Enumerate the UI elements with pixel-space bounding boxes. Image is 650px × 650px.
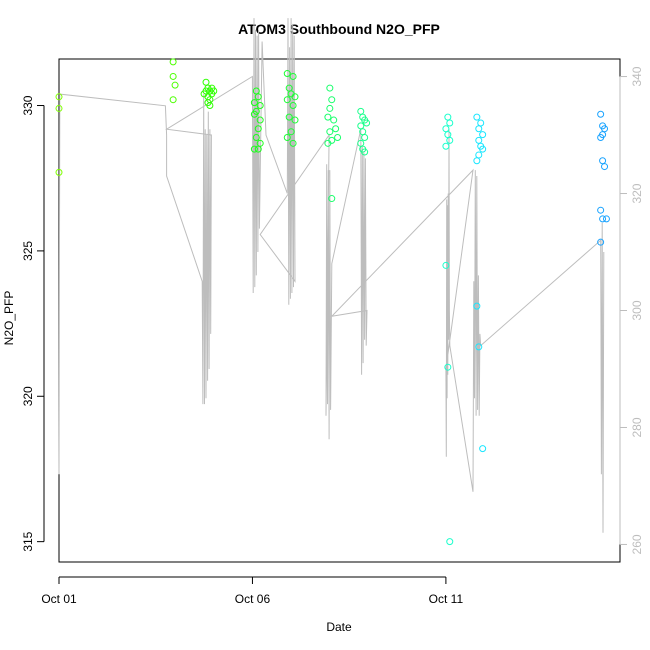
- data-point: [444, 131, 452, 139]
- data-point: [324, 139, 332, 147]
- right-axis: 260 280 300 320 340: [619, 66, 644, 554]
- data-point: [252, 134, 260, 142]
- data-point: [357, 122, 365, 130]
- data-point: [477, 119, 485, 127]
- data-point: [55, 104, 63, 112]
- data-point: [206, 102, 214, 110]
- data-point: [283, 70, 291, 78]
- data-point: [328, 195, 336, 203]
- data-point: [256, 116, 264, 124]
- data-point: [291, 93, 299, 101]
- data-point: [444, 113, 452, 121]
- data-point: [326, 84, 334, 92]
- data-point: [599, 157, 607, 165]
- data-point: [597, 238, 605, 246]
- data-point: [473, 113, 481, 121]
- x-axis-label: Date: [326, 620, 352, 634]
- data-point: [446, 136, 454, 144]
- data-point: [473, 302, 481, 310]
- data-point: [475, 343, 483, 351]
- x-axis: Oct 01 Oct 06 Oct 11: [41, 576, 464, 606]
- data-point: [254, 125, 262, 133]
- data-point: [250, 110, 258, 118]
- data-point: [597, 206, 605, 214]
- data-point: [55, 93, 63, 101]
- data-point: [283, 134, 291, 142]
- data-point: [250, 145, 258, 153]
- data-point: [210, 87, 218, 95]
- data-point: [287, 128, 295, 136]
- scatter-points: [55, 58, 610, 546]
- data-point: [55, 168, 63, 176]
- data-point: [599, 215, 607, 223]
- y-tick-label: 315: [21, 531, 35, 551]
- data-point: [326, 104, 334, 112]
- data-point: [285, 113, 293, 121]
- data-point: [202, 78, 210, 86]
- grey-line-series: [58, 18, 605, 533]
- plot-area-frame: [58, 58, 621, 563]
- data-point: [169, 72, 177, 80]
- data-point: [446, 119, 454, 127]
- grey-series-line: [58, 18, 605, 533]
- data-point: [324, 113, 332, 121]
- data-point: [169, 96, 177, 104]
- data-point: [479, 145, 487, 153]
- data-point: [171, 81, 179, 89]
- data-point: [289, 72, 297, 80]
- data-point: [475, 125, 483, 133]
- x-tick-label: Oct 11: [429, 592, 464, 606]
- data-point: [361, 134, 369, 142]
- data-point: [289, 139, 297, 147]
- data-point: [330, 116, 338, 124]
- data-point: [479, 131, 487, 139]
- x-tick-label: Oct 06: [235, 592, 271, 606]
- data-point: [363, 119, 371, 127]
- data-point: [334, 134, 342, 142]
- data-point: [326, 128, 334, 136]
- data-point: [332, 125, 340, 133]
- y-tick-label: 330: [21, 95, 35, 115]
- y-axis-label: N2O_PFP: [2, 291, 16, 346]
- x-tick-label: Oct 01: [41, 592, 77, 606]
- data-point: [444, 363, 452, 371]
- left-axis: 315 320 325 330: [21, 95, 45, 552]
- data-point: [291, 116, 299, 124]
- data-point: [442, 142, 450, 150]
- data-point: [442, 261, 450, 269]
- y2-tick-label: 280: [630, 417, 644, 437]
- data-point: [473, 157, 481, 165]
- data-point: [602, 215, 610, 223]
- data-point: [254, 145, 262, 153]
- data-point: [357, 107, 365, 115]
- data-point: [442, 125, 450, 133]
- y2-tick-label: 340: [630, 66, 644, 86]
- data-point: [601, 163, 609, 171]
- data-point: [446, 538, 454, 546]
- y-tick-label: 320: [21, 386, 35, 406]
- data-point: [597, 134, 605, 142]
- data-point: [361, 148, 369, 156]
- chart-title: ATOM3 Southbound N2O_PFP: [238, 21, 440, 37]
- data-point: [328, 96, 336, 104]
- y2-tick-label: 260: [630, 534, 644, 554]
- data-point: [597, 110, 605, 118]
- data-point: [254, 93, 262, 101]
- data-point: [256, 102, 264, 110]
- data-point: [250, 99, 258, 107]
- data-point: [169, 58, 177, 66]
- y2-tick-label: 300: [630, 300, 644, 320]
- y2-tick-label: 320: [630, 183, 644, 203]
- data-point: [475, 151, 483, 159]
- data-point: [479, 445, 487, 453]
- data-point: [475, 136, 483, 144]
- y-tick-label: 325: [21, 241, 35, 261]
- data-point: [283, 96, 291, 104]
- data-point: [289, 102, 297, 110]
